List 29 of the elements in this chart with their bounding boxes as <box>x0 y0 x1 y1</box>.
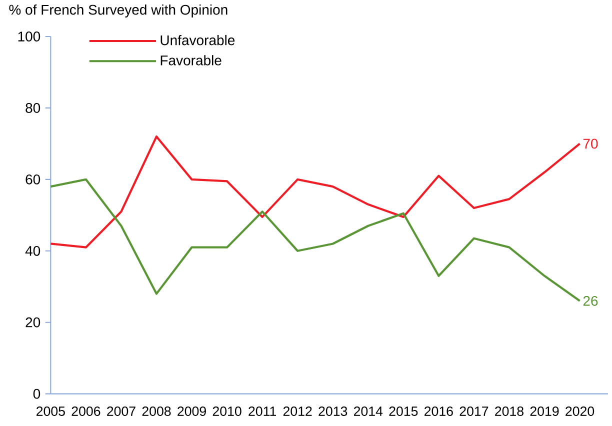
x-tick-label: 2005 <box>36 406 65 416</box>
x-tick-label: 2012 <box>283 406 312 416</box>
x-tick-label: 2011 <box>248 406 276 416</box>
y-tick-label: 100 <box>18 32 40 42</box>
x-tick-label: 2018 <box>495 406 524 416</box>
y-tick-label: 80 <box>26 103 40 114</box>
x-tick-label: 2010 <box>212 406 242 416</box>
y-tick-label: 20 <box>26 318 40 328</box>
x-tick-label: 2019 <box>530 406 559 416</box>
annotation: 70 <box>583 138 598 149</box>
x-tick-label: 2013 <box>318 406 348 416</box>
x-tick-label: 2006 <box>72 406 100 416</box>
legend-label: Unfavorable <box>160 35 235 46</box>
x-tick-label: 2008 <box>142 406 171 416</box>
line-series <box>50 136 581 248</box>
x-tick-label: 2016 <box>424 406 453 416</box>
y-axis-title: % of French Surveyed with Opinion <box>9 4 228 18</box>
y-tick-label: 0 <box>33 388 40 399</box>
annotation: 26 <box>583 296 598 306</box>
x-tick-label: 2015 <box>389 406 418 416</box>
y-tick-label: 40 <box>25 246 40 256</box>
x-tick-label: 2009 <box>178 406 206 416</box>
x-tick-label: 2007 <box>107 406 136 416</box>
y-tick-label: 60 <box>26 174 40 184</box>
x-tick-label: 2017 <box>460 406 488 416</box>
line-series <box>50 178 581 302</box>
legend-label: Favorable <box>160 55 222 66</box>
x-tick-label: 2020 <box>566 406 594 416</box>
x-tick-label: 2014 <box>354 406 383 416</box>
